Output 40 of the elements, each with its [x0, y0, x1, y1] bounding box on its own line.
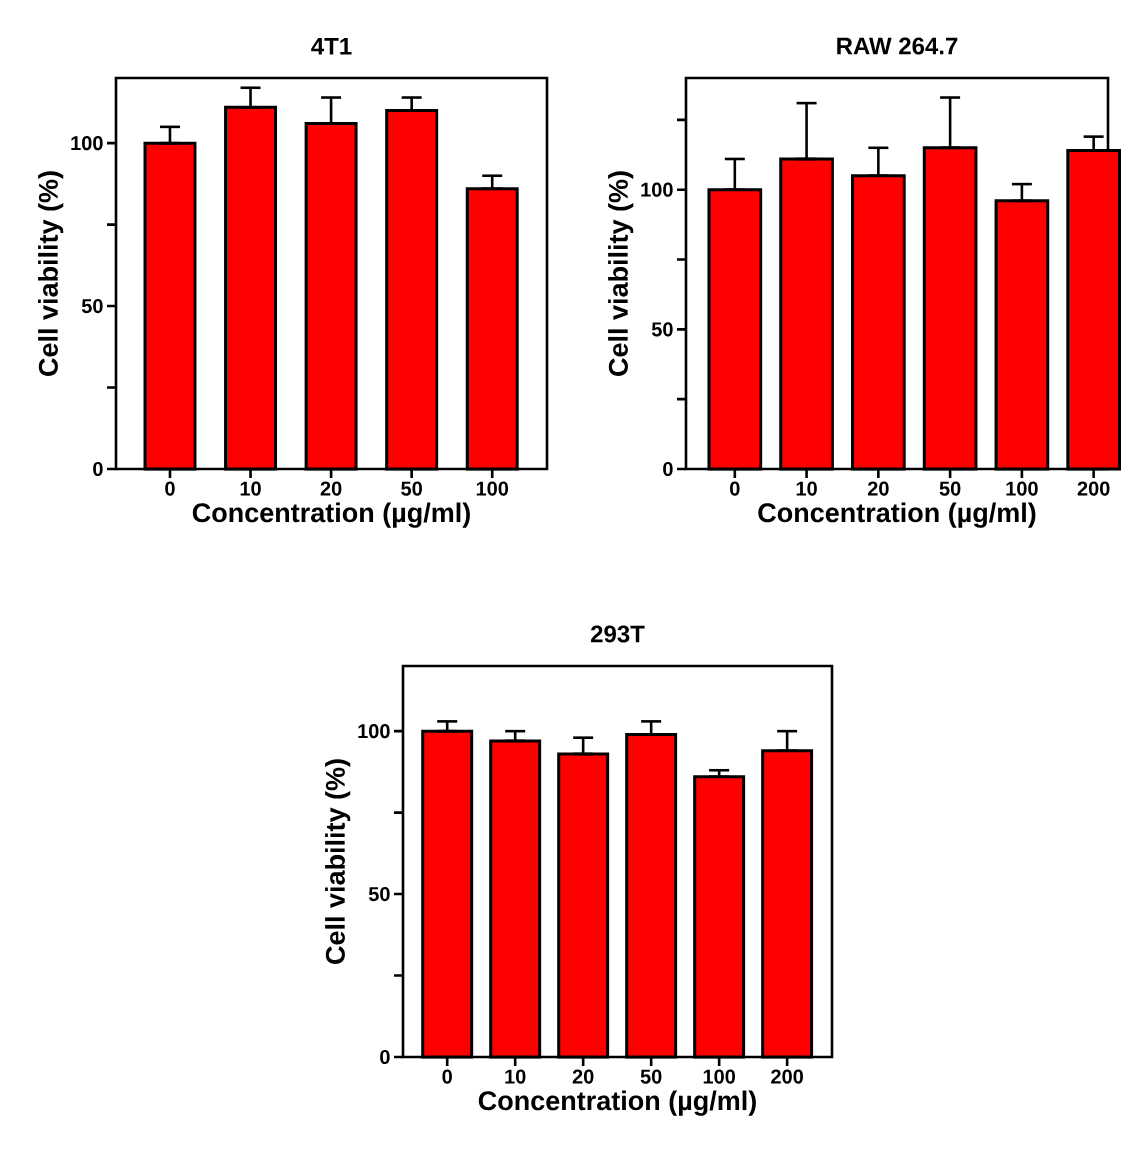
- x-tick-label: 10: [240, 481, 261, 496]
- y-tick-label: 100: [358, 724, 390, 739]
- x-tick-label: 0: [730, 481, 740, 496]
- x-tick-label: 20: [572, 1069, 594, 1084]
- x-tick-label: 50: [939, 481, 961, 496]
- x-tick-label: 10: [796, 481, 817, 496]
- bar: [996, 200, 1048, 469]
- x-axis-title: Concentration (µg/ml): [192, 502, 470, 528]
- y-tick-label: 0: [663, 461, 673, 477]
- x-axis-title: Concentration (µg/ml): [478, 1090, 756, 1116]
- x-tick-label: 10: [505, 1069, 526, 1084]
- y-tick-label: 0: [93, 461, 103, 477]
- y-tick-label: 50: [651, 322, 673, 337]
- x-tick-label: 200: [771, 1069, 803, 1084]
- chart-title: RAW 264.7: [837, 37, 958, 55]
- y-tick-label: 50: [81, 298, 103, 314]
- bar: [924, 147, 976, 469]
- x-tick-label: 200: [1077, 481, 1110, 496]
- y-tick-label: 100: [641, 182, 673, 197]
- chart-title: 293T: [590, 625, 645, 643]
- bar: [852, 175, 905, 469]
- x-tick-label: 50: [640, 1069, 662, 1084]
- x-axis-title: Concentration (µg/ml): [758, 502, 1036, 528]
- bar: [780, 158, 833, 469]
- y-axis-title: Cell viability (%): [325, 759, 351, 964]
- x-tick-label: 0: [165, 481, 175, 496]
- x-tick-label: 100: [703, 1069, 735, 1084]
- y-tick-label: 50: [368, 886, 390, 902]
- chart-title: 4T1: [311, 37, 352, 55]
- x-tick-label: 20: [320, 481, 342, 496]
- x-tick-label: 100: [476, 481, 509, 496]
- x-tick-label: 0: [442, 1069, 452, 1084]
- y-axis-title: Cell viability (%): [38, 171, 64, 376]
- y-tick-label: 100: [71, 136, 103, 151]
- x-tick-label: 20: [867, 481, 889, 496]
- x-tick-label: 50: [401, 481, 422, 496]
- bar: [708, 189, 761, 469]
- y-axis-title: Cell viability (%): [608, 171, 634, 376]
- y-tick-label: 0: [380, 1049, 390, 1065]
- x-tick-label: 100: [1006, 481, 1038, 496]
